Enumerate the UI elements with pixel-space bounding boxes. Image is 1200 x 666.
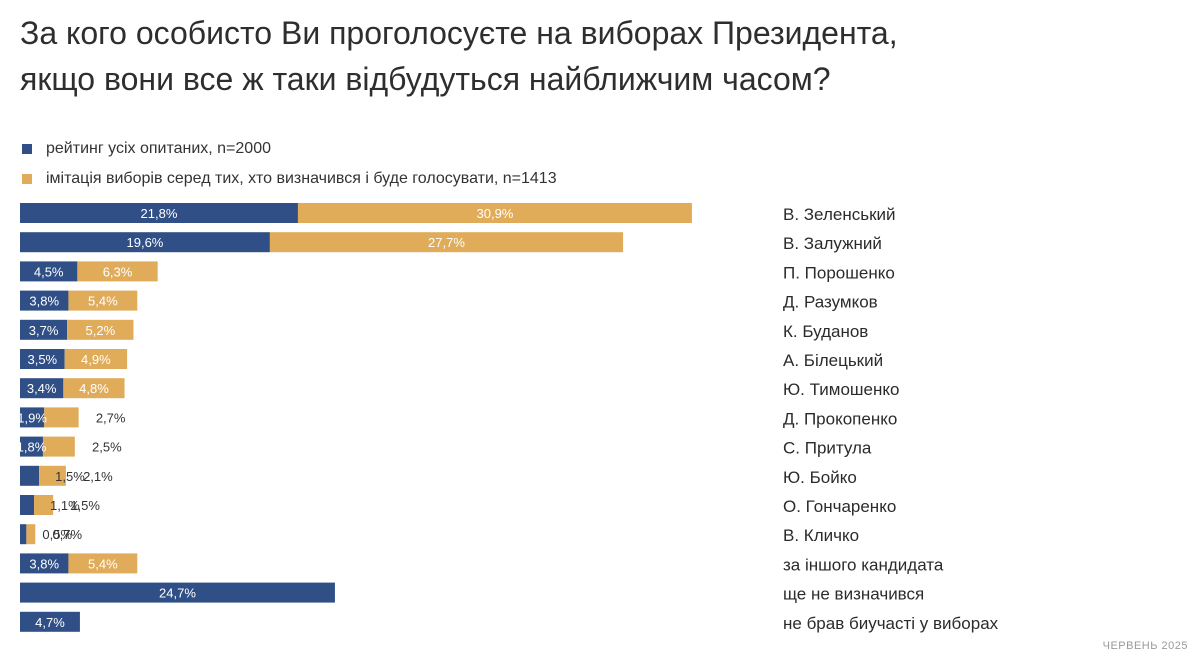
chart-title-line-2: якщо вони все ж таки відбудуться найближ… <box>20 61 831 97</box>
data-label-rating-all: 3,5% <box>27 352 57 367</box>
bar-rating-all <box>20 319 68 340</box>
bar-rating-all <box>20 553 69 574</box>
bar-rating-all <box>20 465 40 486</box>
data-label-rating-all: 3,8% <box>29 294 59 309</box>
category-label: С. Притула <box>783 439 872 458</box>
data-label-rating-all: 24,7% <box>159 586 196 601</box>
legend-item-all-respondents: рейтинг усіх опитаних, n=2000 <box>22 134 557 164</box>
category-label: В. Залужний <box>783 234 882 253</box>
legend-swatch-blue <box>22 144 32 154</box>
category-label: К. Буданов <box>783 322 868 341</box>
bar-rating-all <box>20 582 335 603</box>
legend-item-election-simulation: імітація виборів серед тих, хто визначив… <box>22 164 557 194</box>
data-label-rating-all: 4,5% <box>34 264 64 279</box>
bar-election-simulation <box>44 407 79 428</box>
data-label-rating-all: 19,6% <box>127 235 164 250</box>
data-label-election-simulation: 2,7% <box>96 410 126 425</box>
bar-election-simulation <box>39 465 66 486</box>
category-label: О. Гончаренко <box>783 497 896 516</box>
category-label: за іншого кандидата <box>783 555 944 574</box>
data-label-election-simulation: 27,7% <box>428 235 465 250</box>
bar-rating-all <box>20 524 27 545</box>
bar-rating-all <box>20 290 69 311</box>
bar-election-simulation <box>297 203 692 223</box>
bar-rating-all <box>20 407 45 428</box>
category-label: Ю. Тимошенко <box>783 380 899 399</box>
data-label-election-simulation: 5,4% <box>88 556 118 571</box>
data-label-election-simulation: 5,4% <box>88 294 118 309</box>
data-label-election-simulation: 0,7% <box>52 527 82 542</box>
data-label-rating-all: 0,5% <box>42 527 72 542</box>
data-label-rating-all: 1,5% <box>55 469 85 484</box>
data-label-election-simulation: 6,3% <box>103 264 133 279</box>
data-label-rating-all: 3,8% <box>29 556 59 571</box>
legend-label-election-simulation: імітація виборів серед тих, хто визначив… <box>46 170 557 187</box>
legend-swatch-gold <box>22 174 32 184</box>
data-label-rating-all: 3,7% <box>29 323 59 338</box>
data-label-election-simulation: 2,5% <box>92 440 122 455</box>
data-label-election-simulation: 2,1% <box>83 469 113 484</box>
bar-election-simulation <box>64 349 128 369</box>
category-label: Д. Прокопенко <box>783 409 897 428</box>
data-label-rating-all: 1,1% <box>50 498 80 513</box>
bar-rating-all <box>20 261 78 282</box>
bar-rating-all <box>20 349 65 369</box>
data-label-election-simulation: 5,2% <box>86 323 116 338</box>
bar-rating-all <box>20 436 43 457</box>
data-label-rating-all: 1,8% <box>17 440 47 455</box>
bar-rating-all <box>20 203 298 223</box>
category-label: В. Зеленський <box>783 205 896 224</box>
bar-rating-all <box>20 378 64 399</box>
chart-title: За кого особисто Ви проголосуєте на вибо… <box>20 10 1180 102</box>
category-label: ще не визначився <box>783 585 924 604</box>
category-label: А. Білецький <box>783 351 883 370</box>
bar-election-simulation <box>67 319 134 340</box>
bar-rating-all <box>20 232 270 253</box>
bar-election-simulation <box>269 232 624 253</box>
bar-election-simulation <box>68 290 138 311</box>
bar-election-simulation <box>34 495 54 515</box>
bar-election-simulation <box>68 553 138 574</box>
bar-election-simulation <box>26 524 36 545</box>
legend-label-all-respondents: рейтинг усіх опитаних, n=2000 <box>46 140 271 157</box>
bar-rating-all <box>20 611 80 632</box>
data-label-rating-all: 1,9% <box>17 410 47 425</box>
chart-title-line-1: За кого особисто Ви проголосуєте на вибо… <box>20 15 898 51</box>
bar-election-simulation <box>63 378 125 399</box>
data-label-election-simulation: 4,9% <box>81 352 111 367</box>
category-label: не брав биучасті у виборах <box>783 614 999 633</box>
data-label-rating-all: 4,7% <box>35 615 65 630</box>
data-label-election-simulation: 4,8% <box>79 381 109 396</box>
category-label: Ю. Бойко <box>783 468 857 487</box>
data-label-election-simulation: 1,5% <box>70 498 100 513</box>
data-label-election-simulation: 30,9% <box>477 206 514 221</box>
category-label: П. Порошенко <box>783 263 895 282</box>
bar-election-simulation <box>42 436 75 457</box>
footer-date: ЧЕРВЕНЬ 2025 <box>1102 640 1188 652</box>
bar-rating-all <box>20 495 35 515</box>
category-label: Д. Разумков <box>783 293 878 312</box>
category-label: В. Кличко <box>783 526 859 545</box>
data-label-rating-all: 21,8% <box>141 206 178 221</box>
bar-election-simulation <box>77 261 158 282</box>
data-label-rating-all: 3,4% <box>27 381 57 396</box>
chart-legend: рейтинг усіх опитаних, n=2000 імітація в… <box>22 134 557 194</box>
